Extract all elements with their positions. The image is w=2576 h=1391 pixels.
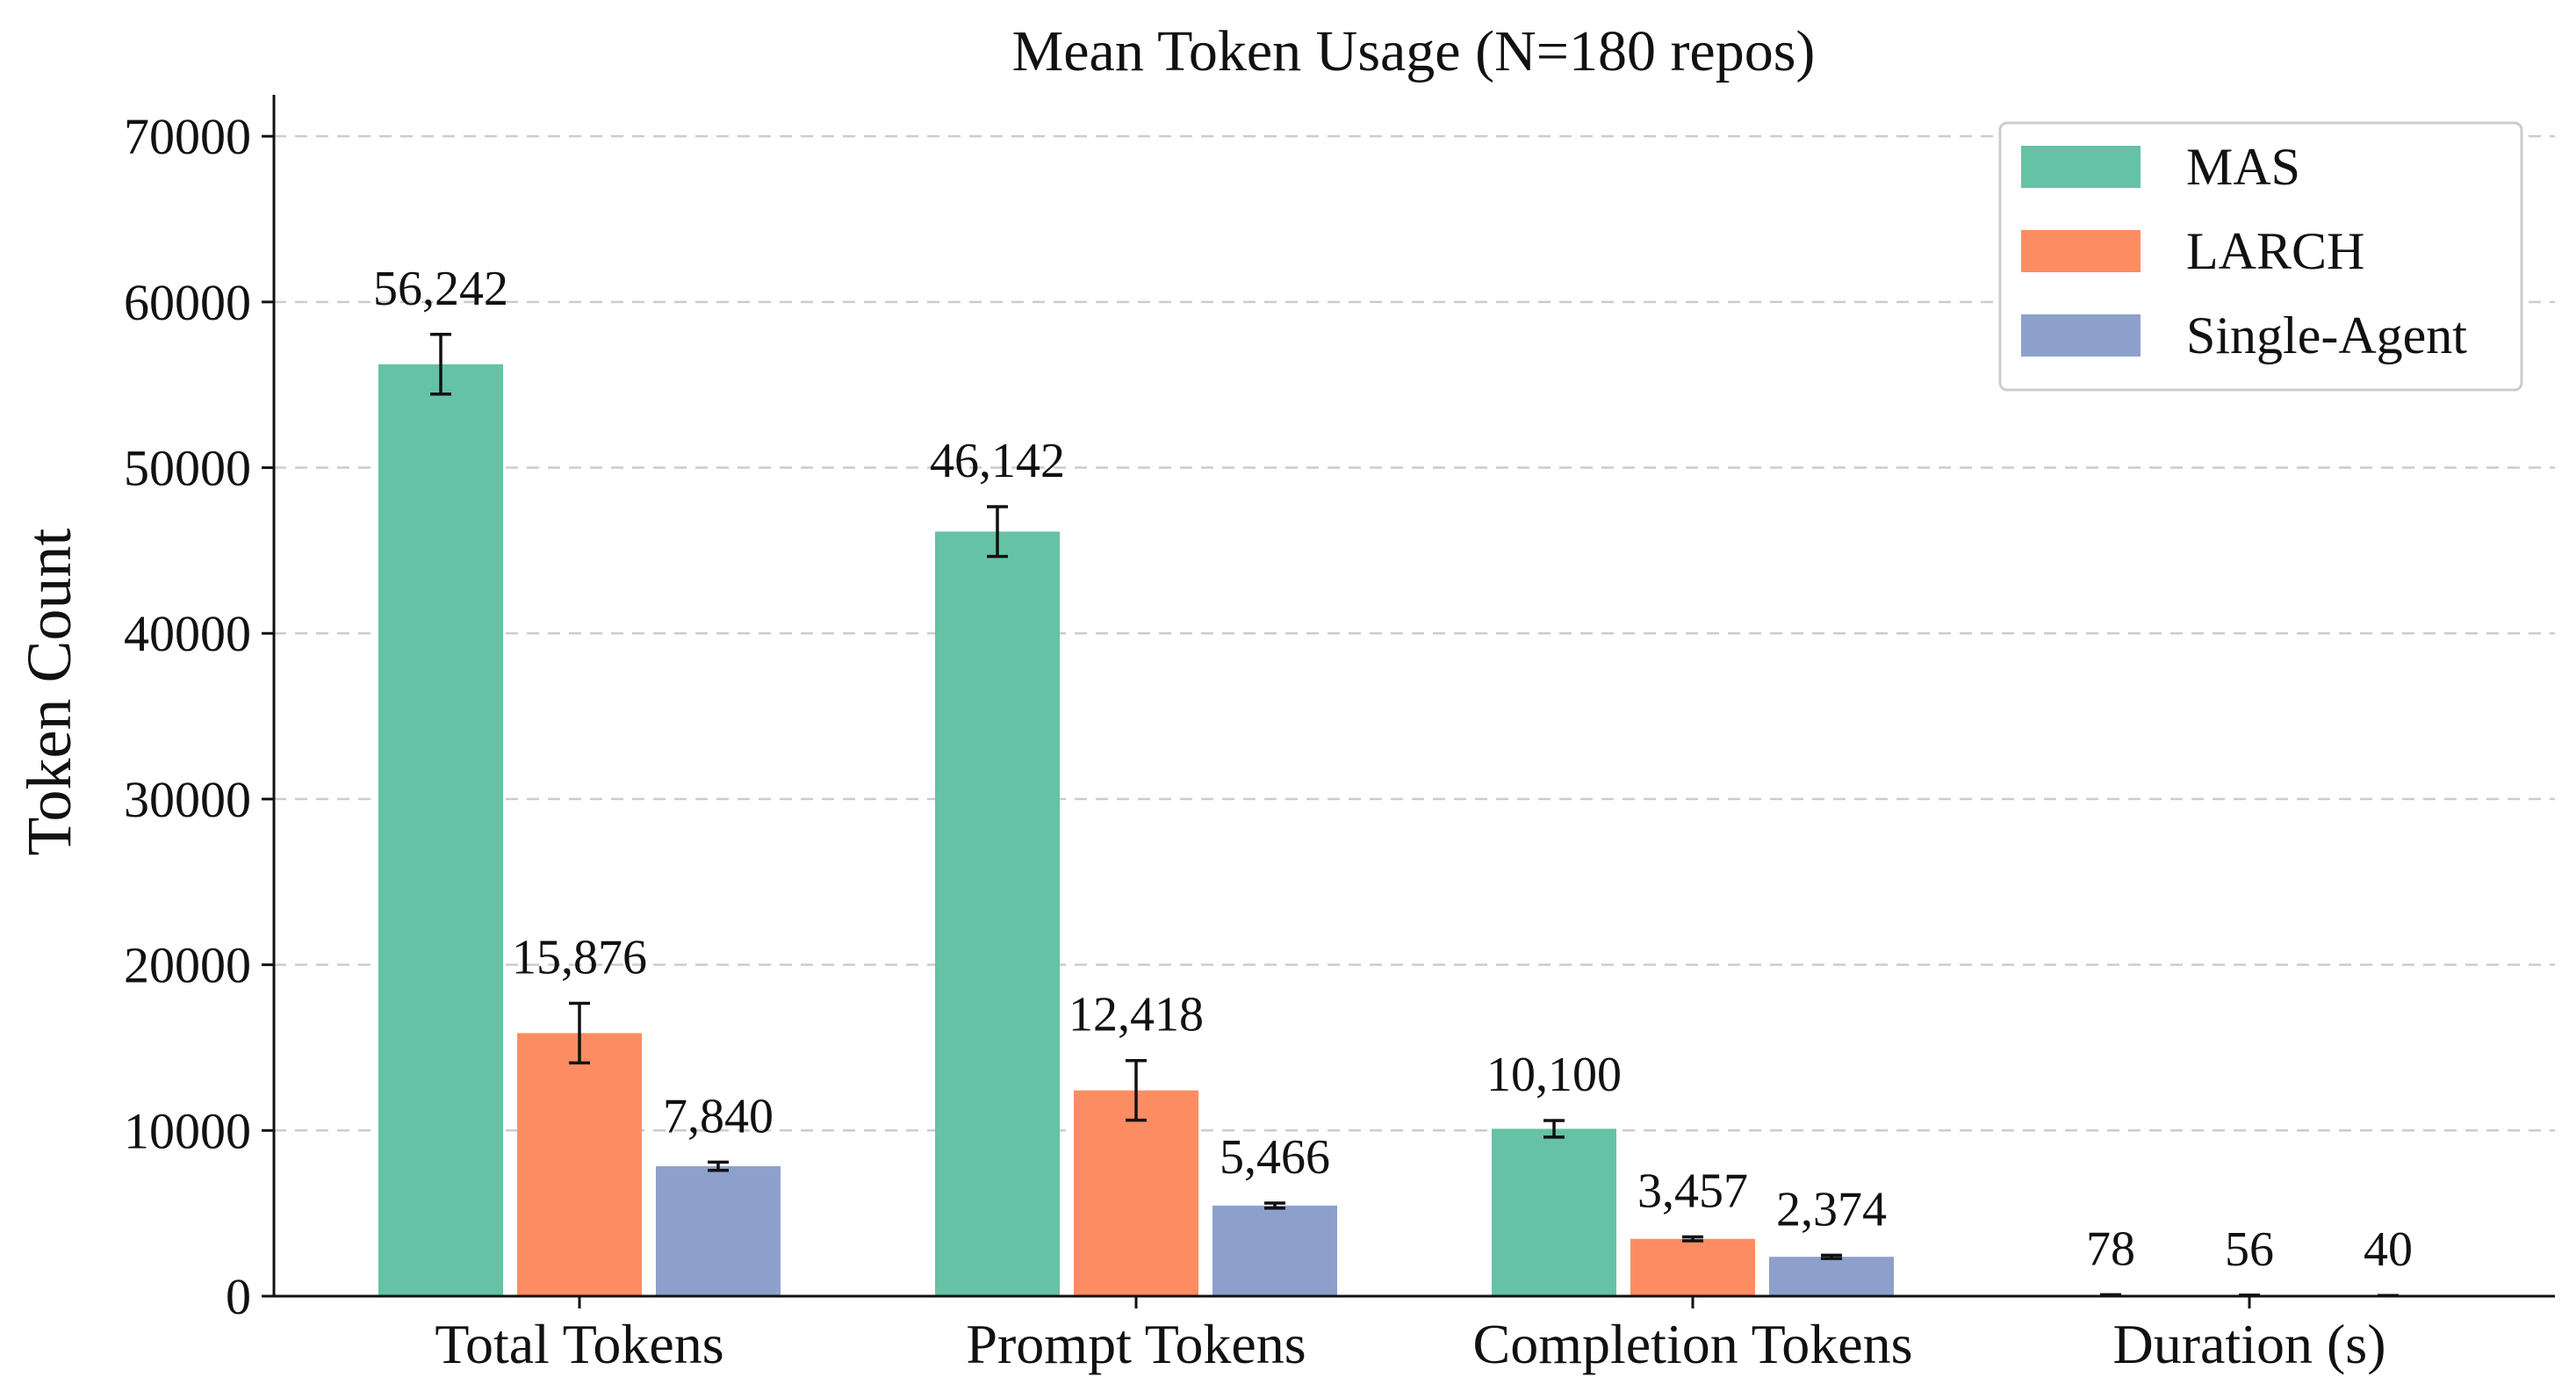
bar (1074, 1090, 1198, 1296)
error-bar (1682, 1235, 1703, 1243)
bar (378, 364, 503, 1297)
legend-swatch (2021, 314, 2141, 357)
data-label: 3,457 (1637, 1164, 1748, 1219)
error-bar (1821, 1253, 1842, 1260)
data-label: 5,466 (1220, 1130, 1330, 1185)
data-label: 78 (2086, 1222, 2135, 1276)
bar (1492, 1128, 1616, 1296)
data-label: 56 (2225, 1222, 2274, 1277)
data-label: 46,142 (930, 434, 1065, 488)
bar (517, 1033, 642, 1296)
legend-entry: MAS (2186, 138, 2300, 196)
error-bar (708, 1160, 729, 1172)
y-tick-label: 50000 (124, 440, 251, 497)
error-bar (569, 1001, 590, 1065)
bars (378, 364, 2450, 1297)
chart-title: Mean Token Usage (N=180 repos) (1012, 19, 1816, 83)
data-label: 2,374 (1776, 1182, 1887, 1236)
x-tick-label: Duration (s) (2112, 1313, 2385, 1375)
y-tick-label: 60000 (124, 274, 251, 331)
data-label: 12,418 (1069, 988, 1204, 1042)
data-label: 56,242 (373, 262, 508, 316)
axes (262, 95, 2555, 1308)
error-bar (1264, 1201, 1285, 1210)
error-bar (987, 505, 1008, 559)
data-label: 15,876 (512, 930, 647, 984)
legend: MAS LARCH Single-Agent (1998, 121, 2523, 392)
y-axis-label: Token Count (14, 529, 84, 856)
y-tick-labels: 0 10000 20000 30000 40000 50000 60000 70000 (124, 108, 251, 1325)
x-tick-labels: Total Tokens Prompt Tokens Completion Toke… (435, 1313, 2385, 1375)
gridlines (274, 134, 2555, 1132)
y-tick-label: 70000 (124, 108, 251, 165)
error-bar (1543, 1119, 1565, 1139)
y-tick-label: 30000 (124, 771, 251, 828)
y-tick-label: 20000 (124, 937, 251, 994)
data-labels: 56,242 15,876 7,840 46,142 12,418 5,466 10,100… (373, 262, 2413, 1277)
data-label: 10,100 (1486, 1048, 1622, 1102)
error-bar (1126, 1058, 1147, 1122)
legend-entry: LARCH (2186, 222, 2364, 280)
x-tick-label: Total Tokens (435, 1313, 723, 1375)
legend-entry: Single-Agent (2186, 306, 2467, 364)
error-bars (430, 333, 2399, 1298)
data-label: 7,840 (663, 1089, 774, 1143)
bar (1769, 1257, 1894, 1296)
legend-swatch (2021, 230, 2141, 272)
bar (1630, 1238, 1755, 1296)
x-tick-label: Completion Tokens (1473, 1313, 1913, 1375)
bar (1212, 1205, 1337, 1296)
bar (935, 531, 1060, 1296)
legend-swatch (2021, 146, 2141, 188)
y-tick-label: 0 (226, 1268, 251, 1325)
y-tick-label: 10000 (124, 1102, 251, 1159)
error-bar (430, 333, 451, 396)
data-label: 40 (2364, 1222, 2413, 1277)
bar (656, 1166, 781, 1296)
x-tick-label: Prompt Tokens (966, 1313, 1306, 1375)
y-tick-label: 40000 (124, 605, 251, 662)
